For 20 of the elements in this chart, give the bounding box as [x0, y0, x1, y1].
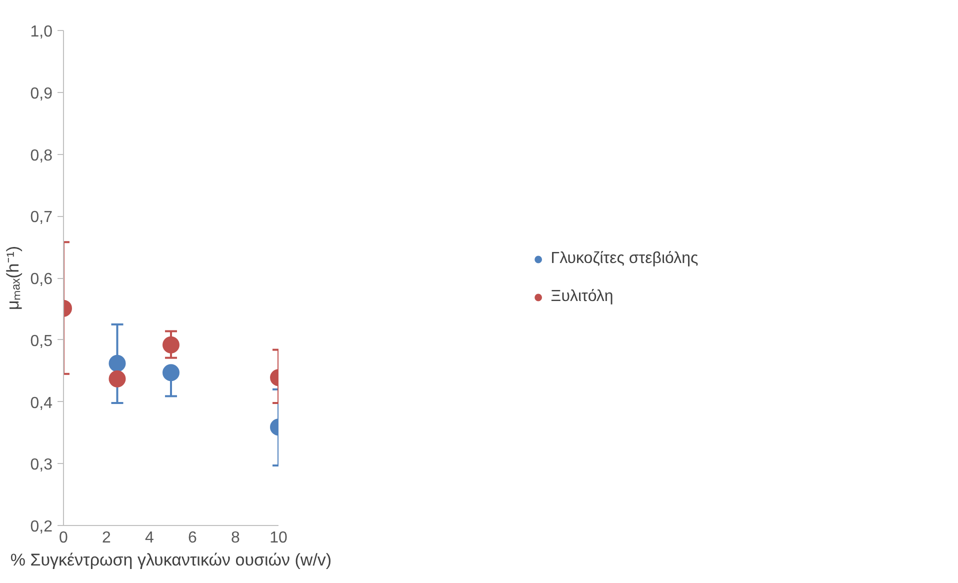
y-tick-label: 0,9: [30, 85, 53, 102]
x-tick-label: 10: [270, 530, 288, 546]
point: [162, 364, 180, 382]
x-tick-label: 6: [188, 530, 198, 546]
y-tick-label: 0,2: [30, 518, 53, 536]
y-tick-label: 0,6: [30, 271, 53, 288]
x-tick-label: 8: [231, 530, 240, 546]
y-tick-label: 0,7: [30, 209, 53, 226]
legend-label: Ξυλιτόλη: [550, 288, 614, 306]
y-tick-label: 0,4: [30, 394, 53, 412]
x-tick-label: 0: [59, 530, 68, 546]
y-tick-label: 0,3: [30, 456, 53, 474]
x-axis-title: % Συγκέντρωση γλυκαντικών ουσιών (w/v): [10, 550, 332, 570]
y-axis-title: μₘₐₓ(h⁻¹): [3, 246, 22, 310]
legend-label: Γλυκοζίτες στεβιόλης: [550, 250, 698, 268]
y-tick-label: 0,5: [30, 332, 53, 350]
x-tick-label: 2: [102, 530, 112, 546]
x-tick-label: 4: [145, 530, 154, 546]
y-tick-label: 0,8: [30, 147, 53, 164]
y-tick-label: 1,0: [30, 24, 53, 40]
